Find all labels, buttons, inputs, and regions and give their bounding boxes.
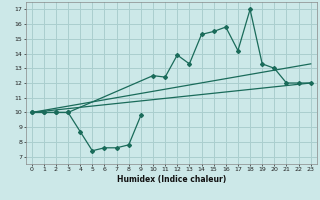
X-axis label: Humidex (Indice chaleur): Humidex (Indice chaleur): [116, 175, 226, 184]
